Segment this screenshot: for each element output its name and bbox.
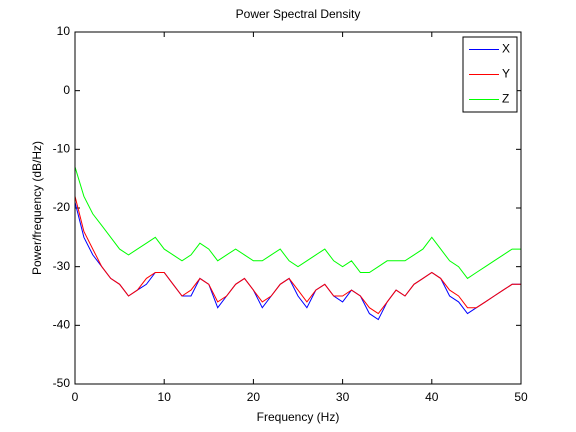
x-tick-label: 30	[336, 390, 350, 404]
y-tick-label: -20	[53, 200, 71, 214]
y-tick-label: -40	[53, 318, 71, 332]
y-tick-label: -10	[53, 142, 71, 156]
y-axis-label: Power/frequency (dB/Hz)	[30, 141, 44, 275]
x-tick-label: 10	[158, 390, 172, 404]
legend-label: X	[502, 42, 510, 56]
x-tick-label: 20	[247, 390, 261, 404]
y-tick-label: 10	[57, 24, 71, 38]
chart-title: Power Spectral Density	[236, 7, 361, 21]
x-tick-label: 50	[514, 390, 528, 404]
plot-area	[75, 32, 521, 384]
axes-frame	[74, 31, 522, 385]
legend-label: Y	[502, 67, 510, 81]
y-tick-label: 0	[63, 83, 70, 97]
line-series	[74, 166, 521, 280]
legend-label: Z	[502, 92, 509, 106]
y-tick-label: -50	[53, 376, 71, 390]
x-axis-label: Frequency (Hz)	[257, 410, 340, 424]
line-series	[74, 201, 521, 321]
x-tick-label: 40	[425, 390, 439, 404]
y-tick-label: -30	[53, 259, 71, 273]
line-series	[74, 196, 521, 315]
x-tick-label: 0	[72, 390, 79, 404]
